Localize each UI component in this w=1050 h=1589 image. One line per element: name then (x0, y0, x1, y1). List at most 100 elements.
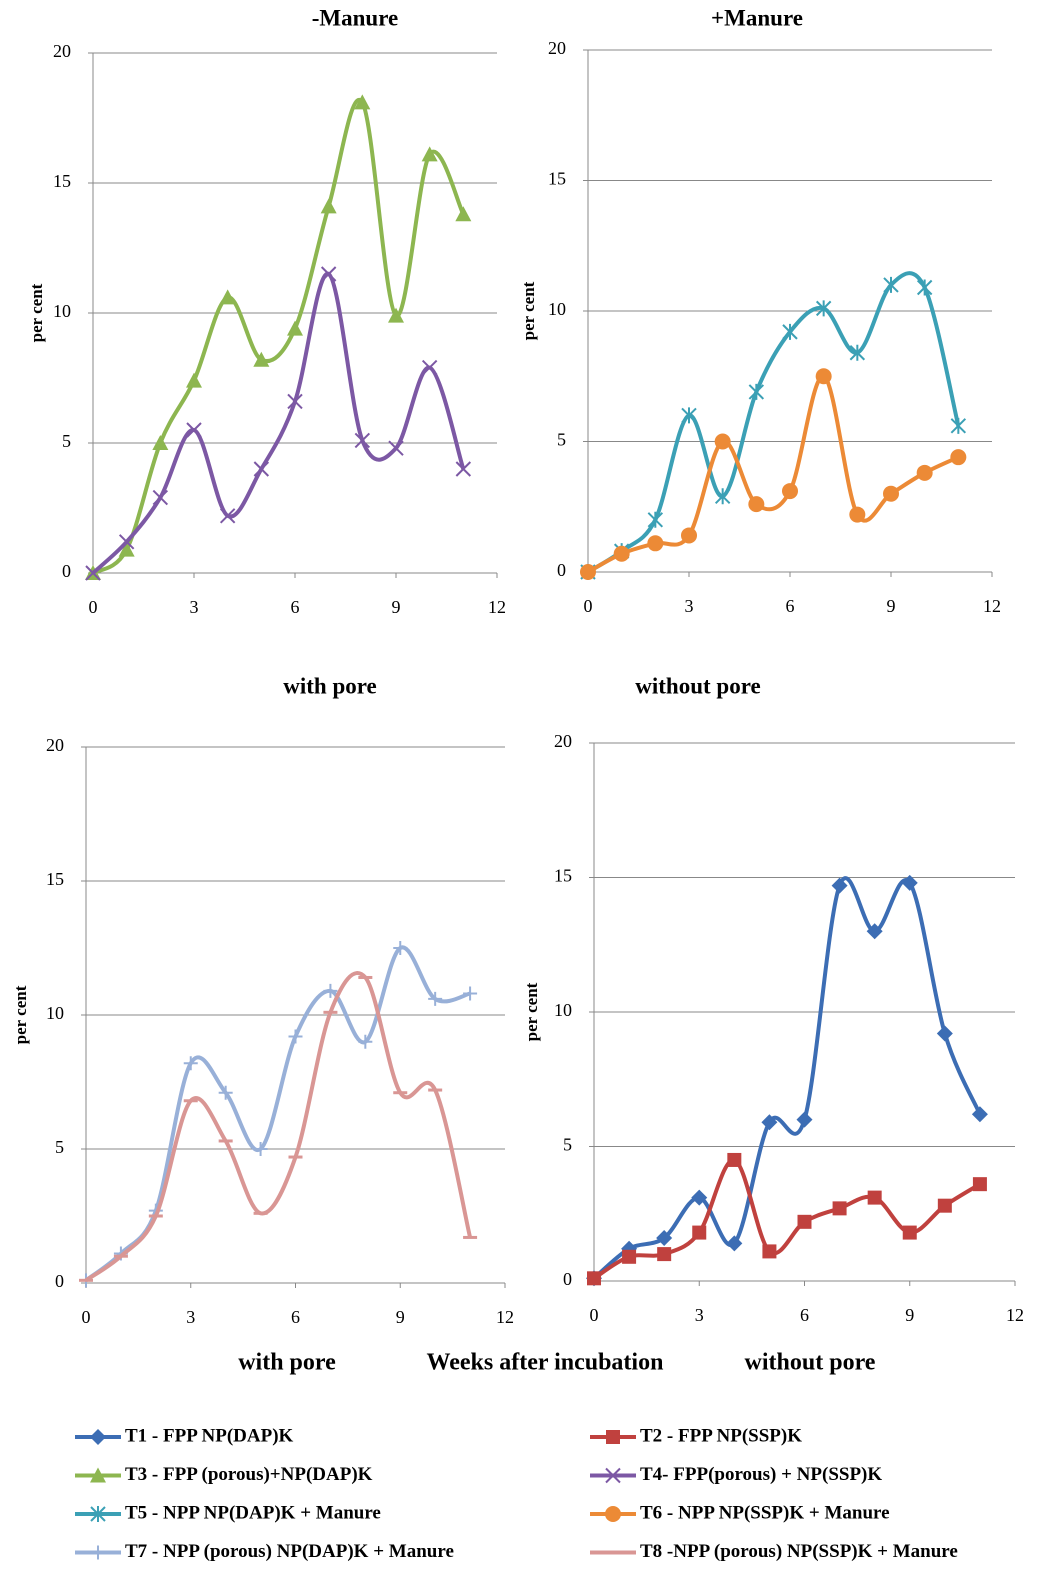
marker (320, 198, 337, 214)
legend-label: T3 - FPP (porous)+NP(DAP)K (125, 1464, 373, 1485)
marker (622, 1249, 637, 1264)
marker (605, 1506, 621, 1522)
y-tick-label: 20 (548, 38, 566, 58)
marker (91, 1545, 105, 1560)
marker (796, 1111, 813, 1128)
marker (288, 1029, 303, 1044)
marker (186, 372, 202, 388)
marker (287, 320, 303, 336)
marker (90, 1467, 106, 1483)
marker (950, 417, 967, 434)
y-tick-label: 0 (62, 561, 71, 581)
marker (253, 351, 270, 367)
x-tick-label: 6 (291, 1307, 300, 1327)
marker (691, 1189, 708, 1206)
marker (358, 1034, 373, 1049)
marker (831, 877, 848, 894)
x-tick-label: 0 (584, 596, 593, 616)
marker (937, 1198, 952, 1213)
y-tick-label: 10 (53, 301, 71, 321)
marker (936, 1025, 953, 1042)
legend-label: T5 - NPP NP(DAP)K + Manure (125, 1502, 381, 1523)
y-axis-label: per cent (519, 281, 538, 340)
x-tick-label: 3 (685, 596, 694, 616)
marker (681, 407, 697, 424)
marker (782, 483, 798, 500)
y-tick-label: 15 (548, 169, 566, 189)
legend-label: T1 - FPP NP(DAP)K (125, 1425, 294, 1446)
x-tick-label: 12 (496, 1307, 514, 1327)
marker (354, 432, 371, 449)
marker (797, 1214, 812, 1229)
y-tick-label: 0 (557, 560, 566, 580)
marker (901, 874, 918, 891)
marker (455, 206, 472, 222)
chart-title: -Manure (312, 5, 398, 30)
marker (421, 359, 438, 376)
marker (118, 534, 135, 550)
marker (782, 323, 798, 340)
y-tick-label: 15 (53, 171, 71, 191)
y-tick-label: 20 (554, 731, 572, 751)
marker (762, 1244, 777, 1259)
marker (455, 461, 472, 477)
marker (902, 1225, 917, 1240)
x-tick-label: 9 (392, 597, 401, 617)
marker (393, 941, 408, 955)
marker (587, 1271, 601, 1286)
marker (606, 1430, 620, 1444)
marker (883, 485, 899, 502)
marker (428, 991, 443, 1006)
x-tick-label: 12 (983, 596, 1001, 616)
legend-label: T6 - NPP NP(SSP)K + Manure (640, 1502, 890, 1523)
marker (463, 986, 478, 1001)
marker (85, 565, 101, 581)
y-tick-label: 5 (557, 430, 566, 450)
marker (90, 1506, 106, 1522)
y-axis-label: per cent (11, 985, 30, 1044)
y-tick-label: 10 (46, 1003, 64, 1023)
marker (287, 393, 303, 410)
x-tick-label: 0 (590, 1305, 599, 1325)
marker (815, 300, 832, 317)
marker (253, 461, 270, 477)
y-tick-label: 5 (62, 431, 71, 451)
y-tick-label: 5 (563, 1135, 572, 1155)
x-tick-label: 0 (82, 1307, 91, 1327)
legend-label: T7 - NPP (porous) NP(DAP)K + Manure (125, 1541, 454, 1562)
marker (815, 368, 832, 385)
marker (183, 1056, 198, 1071)
y-tick-label: 5 (55, 1137, 64, 1157)
marker (647, 535, 664, 552)
marker (613, 545, 630, 562)
y-tick-label: 15 (554, 866, 572, 886)
y-axis-label: per cent (522, 982, 541, 1041)
chart-title: +Manure (711, 5, 803, 30)
marker (681, 527, 697, 544)
y-tick-label: 0 (563, 1269, 572, 1289)
footer-left: with pore (238, 1350, 336, 1376)
marker (90, 1429, 106, 1445)
marker (323, 983, 338, 998)
marker (950, 449, 967, 466)
x-tick-label: 9 (396, 1307, 405, 1327)
y-axis-label: per cent (27, 283, 46, 342)
x-axis-label: Weeks after incubation (427, 1350, 664, 1376)
marker (916, 464, 933, 481)
x-tick-label: 12 (1006, 1305, 1024, 1325)
marker (692, 1225, 707, 1240)
marker (118, 541, 135, 557)
x-tick-label: 3 (186, 1307, 195, 1327)
marker (580, 564, 596, 580)
legend-label: T4- FPP(porous) + NP(SSP)K (640, 1464, 882, 1485)
y-tick-label: 0 (55, 1271, 64, 1291)
marker (761, 1114, 778, 1131)
marker (656, 1229, 673, 1246)
marker (726, 1235, 743, 1252)
marker (354, 94, 371, 110)
marker (152, 435, 169, 450)
marker (849, 506, 866, 523)
marker (219, 289, 236, 305)
x-tick-label: 12 (488, 597, 506, 617)
